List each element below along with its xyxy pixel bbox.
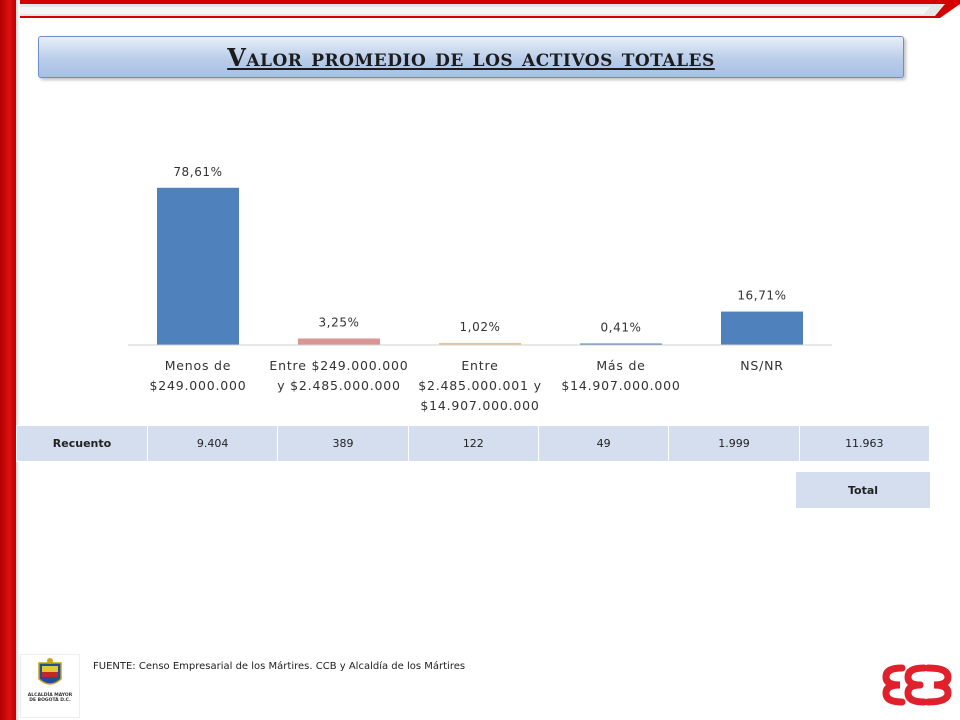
count-table: Recuento 9.404 389 122 49 1.999 11.963 [16,425,931,462]
table-cell: 122 [407,425,539,462]
data-label: 0,41% [600,321,641,335]
bar [721,311,803,345]
top-red-frame [0,0,960,18]
data-label: 16,71% [737,289,786,303]
total-label: Total [796,472,930,508]
category-label: Entre $2.485.000.001 y $14.907.000.000 [418,358,542,413]
data-label: 3,25% [318,316,359,330]
category-label: Más de $14.907.000.000 [561,358,681,393]
row-header: Recuento [16,425,148,462]
data-label: 78,61% [173,165,222,179]
category-label: Entre $249.000.000 y $2.485.000.000 [269,358,409,393]
table-cell: 49 [537,425,670,462]
table-cell: 389 [277,425,409,462]
data-label: 1,02% [459,320,500,334]
source-note: FUENTE: Censo Empresarial de los Mártire… [93,661,466,672]
bar [439,342,521,345]
shield-icon [38,658,62,685]
title-banner: Valor promedio de los activos totales [38,36,904,78]
bar-chart: 78,61% 3,25% 1,02% 0,41% 16,71% [128,165,832,346]
logo-text: ALCALDÍA MAYOR DE BOGOTÁ D.C. [27,693,73,703]
bar [157,187,239,345]
frame-shadow [16,0,20,720]
bar [298,338,380,345]
bar [580,343,662,345]
category-label: NS/NR [740,358,784,373]
category-label: Menos de $249.000.000 [149,358,247,393]
ccb-logo-icon [882,664,952,706]
left-red-frame [0,0,16,720]
table-cell: 11.963 [798,425,931,462]
page-title: Valor promedio de los activos totales [227,42,715,72]
table-cell: 1.999 [668,425,800,462]
table-cell: 9.404 [146,425,279,462]
table-row: Recuento 9.404 389 122 49 1.999 11.963 [16,425,931,462]
alcaldia-logo: ALCALDÍA MAYOR DE BOGOTÁ D.C. [20,654,80,718]
